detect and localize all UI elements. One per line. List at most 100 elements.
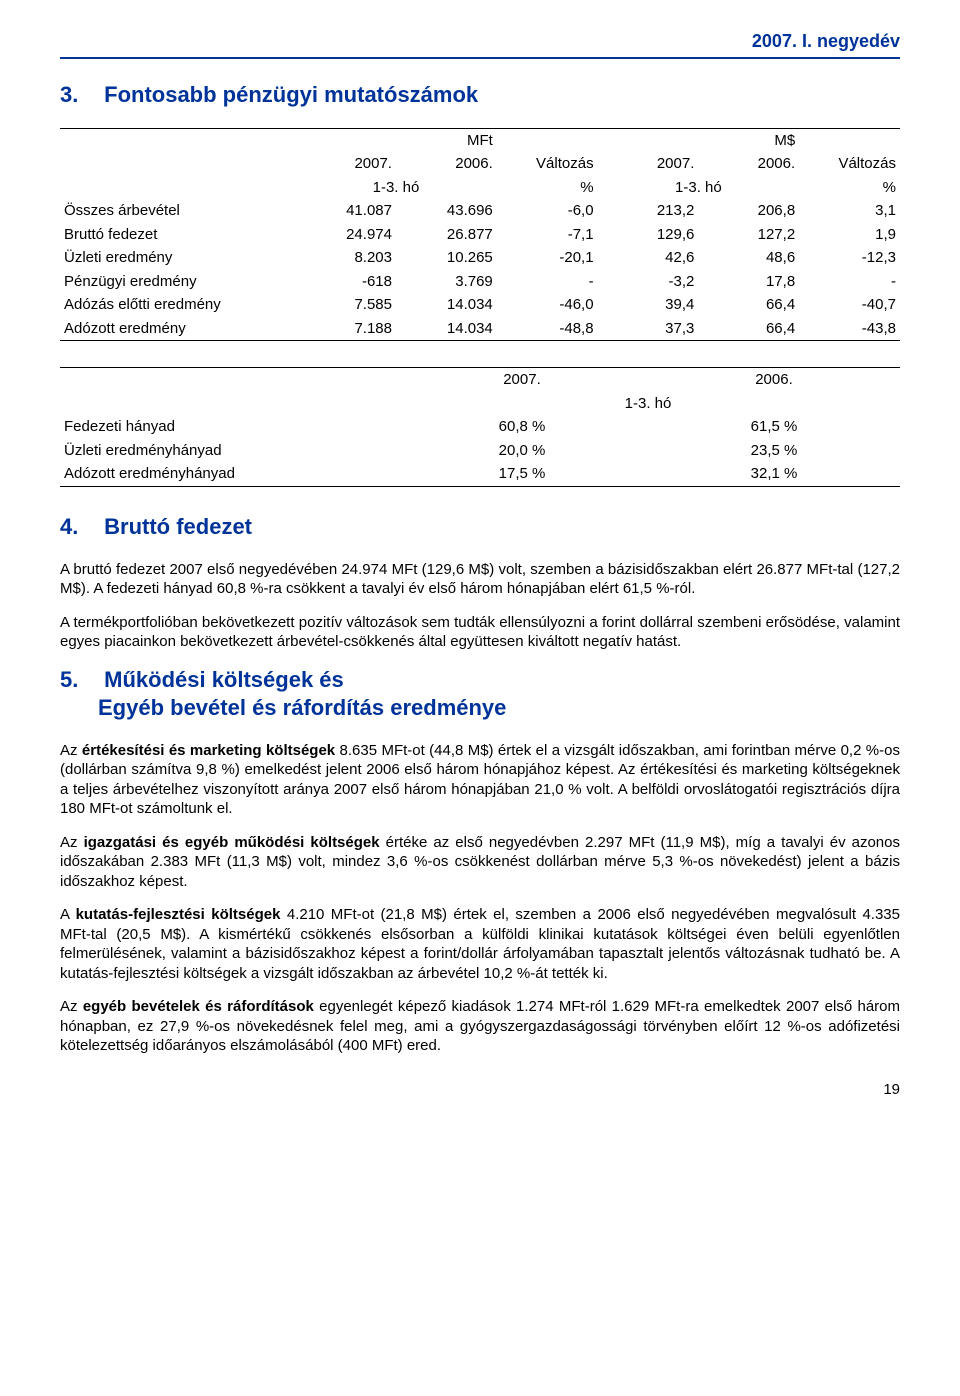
table-cell: 127,2 bbox=[698, 223, 799, 247]
table-cell: 42,6 bbox=[598, 246, 699, 270]
col-group-mft: MFt bbox=[396, 128, 497, 152]
section-4-p2: A termékportfolióban bekövetkezett pozit… bbox=[60, 613, 900, 652]
header-rule bbox=[60, 57, 900, 59]
p2a: Az bbox=[60, 834, 84, 851]
section-3-title: Fontosabb pénzügyi mutatószámok bbox=[104, 82, 478, 107]
p3b-bold: kutatás-fejlesztési költségek bbox=[76, 906, 281, 923]
table-cell: 1,9 bbox=[799, 223, 900, 247]
table-cell: 14.034 bbox=[396, 317, 497, 341]
table-header-years: 2007. 2006. Változás 2007. 2006. Változá… bbox=[60, 152, 900, 176]
table-header-sub: 1-3. hó % 1-3. hó % bbox=[60, 176, 900, 200]
col-2006-left: 2006. bbox=[396, 152, 497, 176]
table-row: Fedezeti hányad60,8 %61,5 % bbox=[60, 415, 900, 439]
section-3-heading: 3. Fontosabb pénzügyi mutatószámok bbox=[60, 81, 900, 110]
table-cell: Fedezeti hányad bbox=[60, 415, 396, 439]
table-cell: -3,2 bbox=[598, 270, 699, 294]
table-cell: 66,4 bbox=[698, 293, 799, 317]
table-cell: 66,4 bbox=[698, 317, 799, 341]
table-cell: 206,8 bbox=[698, 199, 799, 223]
table-cell: 32,1 % bbox=[648, 462, 900, 486]
section-5-title-line1: Működési költségek és bbox=[104, 667, 344, 692]
table-cell: Összes árbevétel bbox=[60, 199, 295, 223]
section-5-p3: A kutatás-fejlesztési költségek 4.210 MF… bbox=[60, 905, 900, 983]
section-4-title: Bruttó fedezet bbox=[104, 514, 252, 539]
p3a: A bbox=[60, 906, 76, 923]
table-cell: -48,8 bbox=[497, 317, 598, 341]
table-cell: 8.203 bbox=[295, 246, 396, 270]
table-cell: 43.696 bbox=[396, 199, 497, 223]
table-row: Adózott eredmény7.18814.034-48,837,366,4… bbox=[60, 317, 900, 341]
col-sub-left: 1-3. hó bbox=[295, 176, 497, 200]
ratios-sub: 1-3. hó bbox=[396, 392, 900, 416]
header-period: 2007. I. negyedév bbox=[60, 30, 900, 53]
ratios-col-2007: 2007. bbox=[396, 368, 648, 392]
table-cell: -40,7 bbox=[799, 293, 900, 317]
p1a: Az bbox=[60, 742, 82, 759]
table-cell: -7,1 bbox=[497, 223, 598, 247]
section-5-heading: 5. Működési költségek és Egyéb bevétel é… bbox=[60, 666, 900, 723]
table-cell: -6,0 bbox=[497, 199, 598, 223]
table-cell: Üzleti eredményhányad bbox=[60, 439, 396, 463]
table-cell: -46,0 bbox=[497, 293, 598, 317]
table-row: Üzleti eredményhányad20,0 %23,5 % bbox=[60, 439, 900, 463]
table-cell: 213,2 bbox=[598, 199, 699, 223]
table-cell: 60,8 % bbox=[396, 415, 648, 439]
col-2006-right: 2006. bbox=[698, 152, 799, 176]
ratios-col-2006: 2006. bbox=[648, 368, 900, 392]
table-cell: 17,8 bbox=[698, 270, 799, 294]
table-cell: 7.585 bbox=[295, 293, 396, 317]
table-cell: -12,3 bbox=[799, 246, 900, 270]
table-cell: Adózás előtti eredmény bbox=[60, 293, 295, 317]
section-5-title-line2: Egyéb bevétel és ráfordítás eredménye bbox=[98, 695, 506, 720]
table-cell: 17,5 % bbox=[396, 462, 648, 486]
table-cell: 14.034 bbox=[396, 293, 497, 317]
col-group-mdollar: M$ bbox=[698, 128, 799, 152]
table-row: Pénzügyi eredmény-6183.769--3,217,8- bbox=[60, 270, 900, 294]
table-cell: 23,5 % bbox=[648, 439, 900, 463]
table-cell: Pénzügyi eredmény bbox=[60, 270, 295, 294]
table-cell: -43,8 bbox=[799, 317, 900, 341]
p4a: Az bbox=[60, 998, 83, 1015]
ratios-header-years: 2007. 2006. bbox=[60, 368, 900, 392]
col-change-left: Változás bbox=[497, 152, 598, 176]
section-5-p1: Az értékesítési és marketing költségek 8… bbox=[60, 741, 900, 819]
section-3-number: 3. bbox=[60, 81, 98, 110]
section-4-heading: 4. Bruttó fedezet bbox=[60, 513, 900, 542]
col-2007-right: 2007. bbox=[598, 152, 699, 176]
table-cell: 3,1 bbox=[799, 199, 900, 223]
table-row: Adózás előtti eredmény7.58514.034-46,039… bbox=[60, 293, 900, 317]
table-header-group: MFt M$ bbox=[60, 128, 900, 152]
table-cell: 26.877 bbox=[396, 223, 497, 247]
table-cell: 10.265 bbox=[396, 246, 497, 270]
page-number: 19 bbox=[60, 1080, 900, 1100]
table-cell: Bruttó fedezet bbox=[60, 223, 295, 247]
table-row: Bruttó fedezet24.97426.877-7,1129,6127,2… bbox=[60, 223, 900, 247]
ratios-table: 2007. 2006. 1-3. hó Fedezeti hányad60,8 … bbox=[60, 367, 900, 487]
table-row: Összes árbevétel41.08743.696-6,0213,2206… bbox=[60, 199, 900, 223]
financial-indicators-table: MFt M$ 2007. 2006. Változás 2007. 2006. … bbox=[60, 128, 900, 342]
ratios-header-sub: 1-3. hó bbox=[60, 392, 900, 416]
table-cell: 129,6 bbox=[598, 223, 699, 247]
table-cell: Adózott eredményhányad bbox=[60, 462, 396, 486]
table-cell: 48,6 bbox=[698, 246, 799, 270]
table-cell: Üzleti eredmény bbox=[60, 246, 295, 270]
p1b-bold: értékesítési és marketing költségek bbox=[82, 742, 335, 759]
p4b-bold: egyéb bevételek és ráfordítások bbox=[83, 998, 314, 1015]
section-5-p2: Az igazgatási és egyéb működési költsége… bbox=[60, 833, 900, 892]
table-cell: -20,1 bbox=[497, 246, 598, 270]
col-2007-left: 2007. bbox=[295, 152, 396, 176]
section-4-number: 4. bbox=[60, 513, 98, 542]
table-cell: 37,3 bbox=[598, 317, 699, 341]
col-pct-right: % bbox=[799, 176, 900, 200]
col-change-right: Változás bbox=[799, 152, 900, 176]
table-cell: 3.769 bbox=[396, 270, 497, 294]
section-4-p1: A bruttó fedezet 2007 első negyedévében … bbox=[60, 560, 900, 599]
table-cell: 20,0 % bbox=[396, 439, 648, 463]
table-cell: - bbox=[497, 270, 598, 294]
table-cell: -618 bbox=[295, 270, 396, 294]
table-cell: Adózott eredmény bbox=[60, 317, 295, 341]
section-5-p4: Az egyéb bevételek és ráfordítások egyen… bbox=[60, 997, 900, 1056]
col-pct-left: % bbox=[497, 176, 598, 200]
table-cell: 61,5 % bbox=[648, 415, 900, 439]
table-row: Üzleti eredmény8.20310.265-20,142,648,6-… bbox=[60, 246, 900, 270]
